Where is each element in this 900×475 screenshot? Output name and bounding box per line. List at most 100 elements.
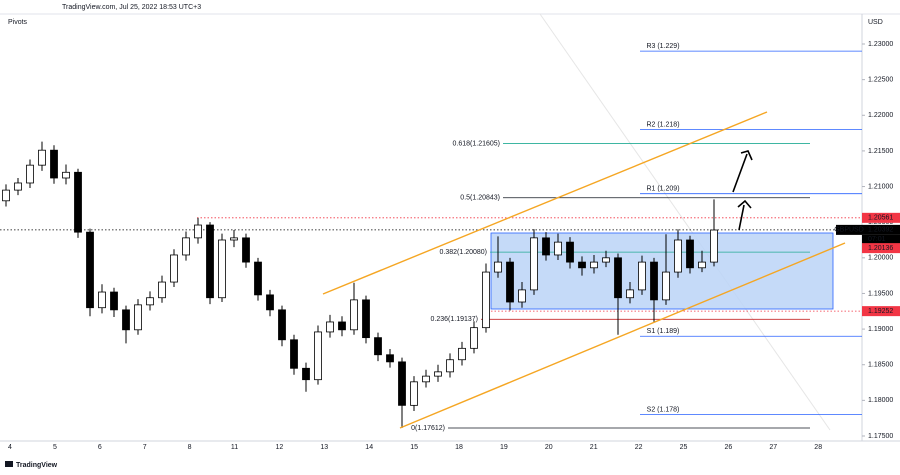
indicator-name: Pivots bbox=[8, 19, 28, 26]
fib-label: 0.5(1.20843) bbox=[460, 195, 500, 202]
candle-body bbox=[434, 371, 442, 377]
y-tick-label: 1.20000 bbox=[868, 255, 893, 262]
candle-body bbox=[398, 361, 406, 406]
x-tick-label: 7 bbox=[143, 444, 147, 451]
candle-body bbox=[494, 261, 502, 273]
x-tick-label: 11 bbox=[231, 444, 238, 451]
y-tick-label: 1.19000 bbox=[868, 326, 893, 333]
candle-body bbox=[710, 229, 718, 263]
pivot-label: S2 (1.178) bbox=[647, 406, 680, 413]
candle-body bbox=[362, 299, 370, 339]
candle-body bbox=[2, 189, 10, 202]
arrow-up-short bbox=[737, 199, 752, 231]
x-tick-label: 15 bbox=[410, 444, 418, 451]
candle-body bbox=[194, 224, 202, 239]
candle-body bbox=[314, 331, 322, 381]
candle-body bbox=[50, 149, 58, 179]
fib-label: 0(1.17612) bbox=[411, 425, 445, 432]
price-tag bbox=[862, 212, 900, 223]
candle-body bbox=[254, 261, 262, 296]
diagonal-guide bbox=[539, 13, 831, 431]
countdown-label: 07:01 bbox=[868, 236, 886, 243]
candle-body bbox=[134, 304, 142, 331]
footer-logo bbox=[5, 461, 13, 467]
y-tick-label: 1.21000 bbox=[868, 183, 893, 190]
plot bbox=[0, 50, 862, 429]
candle-body bbox=[122, 309, 130, 331]
candle-body bbox=[566, 241, 574, 263]
x-tick-label: 28 bbox=[814, 444, 822, 451]
candle-body bbox=[422, 375, 430, 383]
candle-body bbox=[230, 237, 238, 241]
x-tick-label: 27 bbox=[769, 444, 777, 451]
x-tick-label: 22 bbox=[635, 444, 643, 451]
x-tick-label: 18 bbox=[455, 444, 463, 451]
candle-body bbox=[602, 257, 610, 263]
price-tag-label: 1.20561 bbox=[868, 215, 893, 222]
x-tick-label: 12 bbox=[276, 444, 284, 451]
candle-body bbox=[518, 289, 526, 303]
candle-body bbox=[38, 149, 46, 166]
x-tick-label: 21 bbox=[590, 444, 598, 451]
candle-body bbox=[674, 239, 682, 273]
y-tick-label: 1.21500 bbox=[868, 148, 893, 155]
candle-body bbox=[446, 359, 454, 373]
candle-body bbox=[506, 261, 514, 303]
pivot-label: S1 (1.189) bbox=[647, 328, 680, 335]
candle-body bbox=[578, 261, 586, 269]
x-tick-label: 5 bbox=[53, 444, 57, 451]
symbol-tag bbox=[836, 224, 862, 235]
candle-body bbox=[74, 171, 82, 233]
price-tag-label: 1.20392 bbox=[868, 227, 893, 234]
candle-body bbox=[698, 261, 706, 269]
candle-body bbox=[290, 339, 298, 369]
candle-body bbox=[170, 254, 178, 283]
countdown-tag bbox=[862, 234, 900, 244]
x-tick-label: 26 bbox=[725, 444, 733, 451]
price-tag-label: 1.20136 bbox=[868, 245, 893, 252]
channel-upper bbox=[322, 111, 768, 295]
candle-body bbox=[338, 321, 346, 331]
candle-body bbox=[302, 367, 310, 381]
x-tick-label: 20 bbox=[545, 444, 553, 451]
candle-body bbox=[14, 182, 22, 191]
fib-label: 0.236(1.19137) bbox=[431, 316, 478, 323]
candle-body bbox=[266, 294, 274, 311]
y-tick-label: 1.19500 bbox=[868, 290, 893, 297]
candle-body bbox=[146, 297, 154, 306]
y-tick-label: 1.17500 bbox=[868, 433, 893, 440]
candle-body bbox=[530, 237, 538, 291]
pivot-label: R3 (1.229) bbox=[646, 43, 679, 50]
price-tag-label: 1.19252 bbox=[868, 308, 893, 315]
x-tick-label: 13 bbox=[320, 444, 328, 451]
candle-body bbox=[470, 327, 478, 349]
y-tick-label: 1.18000 bbox=[868, 397, 893, 404]
fib-label: 0.382(1.20080) bbox=[440, 249, 487, 256]
x-tick-label: 6 bbox=[98, 444, 102, 451]
candle-body bbox=[206, 224, 214, 299]
channel-lower bbox=[399, 242, 846, 429]
candle-body bbox=[278, 309, 286, 341]
x-tick-label: 25 bbox=[680, 444, 688, 451]
candle-body bbox=[26, 164, 34, 184]
candle-body bbox=[218, 239, 226, 299]
y-tick-label: 1.23000 bbox=[868, 41, 893, 48]
candle-body bbox=[614, 257, 622, 299]
pivot-label: R1 (1.209) bbox=[646, 186, 679, 193]
candle-body bbox=[350, 299, 358, 331]
price-tag bbox=[862, 224, 900, 235]
candle-body bbox=[86, 231, 94, 309]
fib-label: 0.618(1.21605) bbox=[453, 140, 500, 147]
price-tag bbox=[862, 243, 900, 254]
candle-body bbox=[590, 261, 598, 269]
y-tick-label: 1.22000 bbox=[868, 112, 893, 119]
candle-body bbox=[182, 237, 190, 256]
candle-body bbox=[650, 261, 658, 301]
candle-body bbox=[554, 241, 562, 256]
candle-body bbox=[638, 261, 646, 291]
price-tag bbox=[862, 306, 900, 317]
candle-body bbox=[482, 271, 490, 329]
candle-body bbox=[626, 289, 634, 299]
symbol-label: GBPUSD bbox=[834, 227, 864, 234]
